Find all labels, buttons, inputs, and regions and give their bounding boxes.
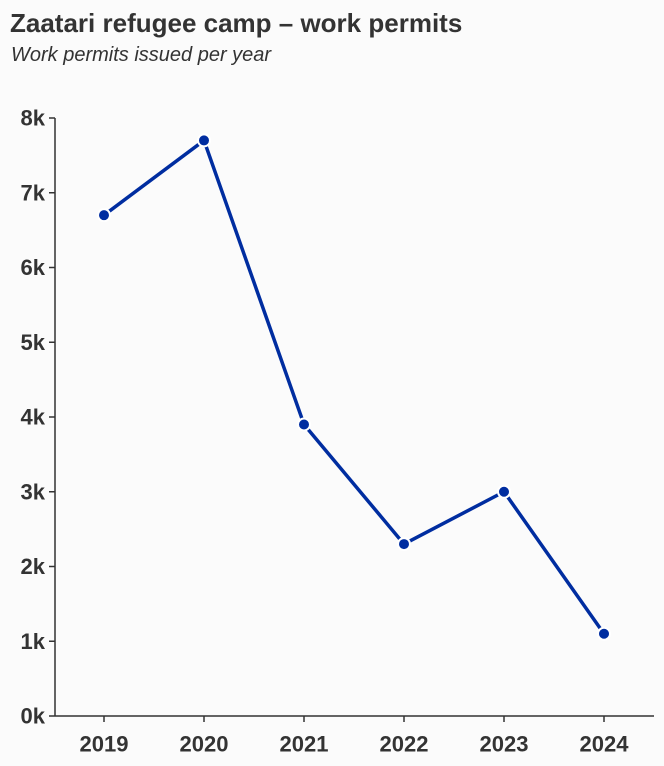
- axes: 0k 1k 2k 3k 4k 5k 6k 7k 8k 2019 2020 2021 2022 2023 20…: [21, 106, 654, 757]
- y-tick-label: 8k: [21, 106, 46, 131]
- series-line: [102, 138, 606, 636]
- y-tick-label: 2k: [21, 554, 46, 579]
- y-tick-label: 3k: [21, 479, 46, 504]
- series: [97, 133, 611, 641]
- data-point: [297, 417, 311, 432]
- x-tick-label: 2023: [480, 732, 529, 757]
- x-tick-label: 2019: [80, 732, 129, 757]
- y-tick-label: 0k: [21, 704, 46, 729]
- x-tick-label: 2021: [280, 732, 329, 757]
- x-tick-label: 2024: [580, 732, 630, 757]
- y-tick-label: 6k: [21, 255, 46, 280]
- x-tick-label: 2020: [180, 732, 229, 757]
- data-point: [397, 537, 411, 552]
- x-tick-label: 2022: [380, 732, 429, 757]
- y-tick-label: 5k: [21, 330, 46, 355]
- chart-title: Zaatari refugee camp – work permits: [10, 8, 463, 38]
- y-tick-label: 7k: [21, 180, 46, 205]
- y-tick-label: 1k: [21, 629, 46, 654]
- y-tick-label: 4k: [21, 405, 46, 430]
- data-point: [97, 208, 111, 223]
- data-point: [597, 626, 611, 641]
- chart-subtitle: Work permits issued per year: [11, 44, 272, 66]
- data-point: [497, 484, 511, 499]
- data-point: [197, 133, 211, 148]
